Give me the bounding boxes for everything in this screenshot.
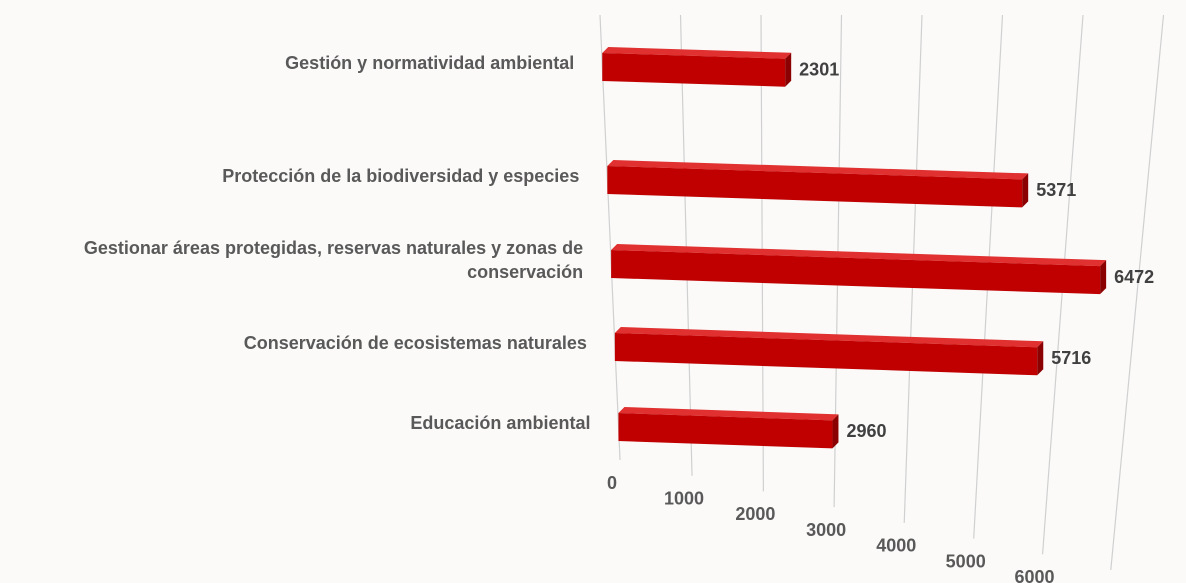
grid-line bbox=[1110, 14, 1165, 571]
bar-end bbox=[1022, 173, 1029, 208]
x-tick-label: 0 bbox=[607, 473, 617, 493]
bar-top bbox=[602, 47, 792, 59]
bar bbox=[611, 250, 1101, 295]
bar-top bbox=[618, 407, 839, 421]
bar-top bbox=[614, 327, 1044, 348]
x-tick-label: 2000 bbox=[735, 504, 775, 524]
value-label: 5371 bbox=[1036, 180, 1076, 200]
y-tick-label: Conservación de ecosistemas naturales bbox=[243, 333, 587, 353]
grid-line bbox=[679, 14, 693, 476]
bar-end bbox=[785, 52, 792, 87]
bar bbox=[614, 333, 1038, 376]
value-label: 5716 bbox=[1051, 348, 1091, 368]
x-tick-label: 4000 bbox=[876, 536, 916, 556]
bar-end bbox=[1037, 341, 1044, 376]
x-tick-label: 3000 bbox=[806, 520, 846, 540]
x-tick-label: 5000 bbox=[946, 551, 986, 571]
x-tick-label: 6000 bbox=[1015, 567, 1055, 583]
grid-line bbox=[599, 14, 621, 461]
y-tick-label: Educación ambiental bbox=[410, 413, 591, 433]
bar-end bbox=[832, 414, 839, 449]
value-label: 2960 bbox=[846, 421, 886, 441]
bar bbox=[618, 413, 833, 449]
bar-top bbox=[611, 244, 1107, 267]
bar bbox=[607, 166, 1023, 208]
y-tick-label: Gestión y normatividad ambiental bbox=[285, 53, 575, 73]
value-label: 6472 bbox=[1114, 267, 1154, 287]
value-label: 2301 bbox=[799, 60, 839, 80]
bar bbox=[602, 53, 786, 87]
x-tick-label: 1000 bbox=[664, 488, 704, 508]
y-tick-label: Protección de la biodiversidad y especie… bbox=[222, 166, 580, 186]
bar-top bbox=[607, 160, 1029, 180]
y-tick-label: Gestionar áreas protegidas, reservas nat… bbox=[83, 238, 584, 282]
bar-end bbox=[1100, 260, 1107, 295]
